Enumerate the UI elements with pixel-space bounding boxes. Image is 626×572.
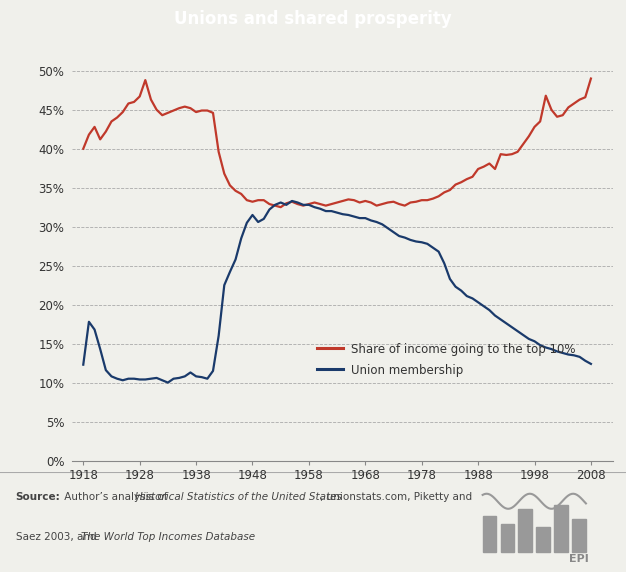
Bar	[572, 519, 586, 552]
Bar	[501, 525, 515, 552]
Text: EPI: EPI	[569, 554, 589, 565]
Text: The World Top Incomes Database: The World Top Incomes Database	[81, 532, 255, 542]
Text: Unions and shared prosperity: Unions and shared prosperity	[174, 10, 452, 28]
Text: Author’s analysis of: Author’s analysis of	[61, 492, 171, 502]
Legend: Share of income going to the top 10%, Union membership: Share of income going to the top 10%, Un…	[312, 338, 580, 382]
Bar	[536, 527, 550, 552]
Bar	[518, 509, 532, 552]
Text: Saez 2003, and: Saez 2003, and	[16, 532, 100, 542]
Text: , unionstats.com, Piketty and: , unionstats.com, Piketty and	[320, 492, 472, 502]
Text: Historical Statistics of the United States: Historical Statistics of the United Stat…	[135, 492, 342, 502]
Bar	[483, 516, 496, 552]
Text: Source:: Source:	[16, 492, 60, 502]
Bar	[554, 505, 568, 552]
